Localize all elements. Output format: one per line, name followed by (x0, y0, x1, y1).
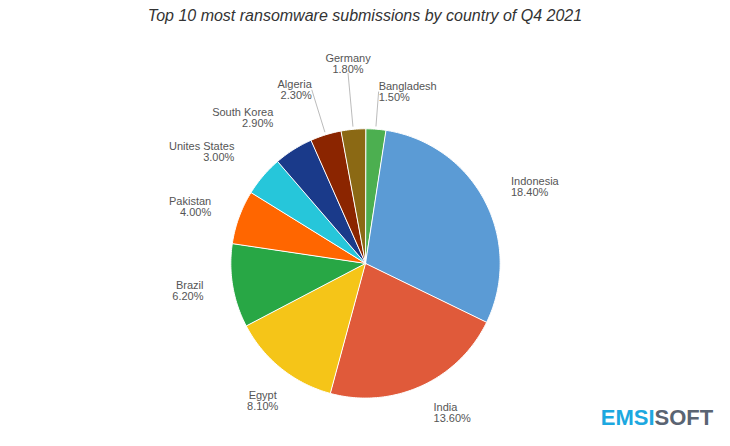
html-text:Top 10 most ransomware submiss: Top 10 most ransomware submissions by co… (147, 7, 583, 24)
svg-text:Algeria2.30%: Algeria2.30% (278, 78, 313, 101)
svg-text:EMSI: EMSI (601, 405, 655, 430)
svg-text:Brazil6.20%: Brazil6.20% (172, 279, 203, 302)
svg-text:Germany1.80%: Germany1.80% (325, 52, 371, 75)
svg-text:Indonesia18.40%: Indonesia18.40% (511, 175, 560, 198)
svg-text:South Korea2.90%: South Korea2.90% (212, 106, 274, 129)
svg-text:India13.60%: India13.60% (434, 401, 472, 424)
svg-text:Unites States3.00%: Unites States3.00% (169, 140, 235, 163)
svg-text:Bangladesh1.50%: Bangladesh1.50% (379, 80, 437, 103)
svg-text:SOFT: SOFT (655, 405, 714, 430)
svg-text:Egypt8.10%: Egypt8.10% (247, 389, 278, 412)
svg-text:Pakistan4.00%: Pakistan4.00% (169, 195, 211, 218)
